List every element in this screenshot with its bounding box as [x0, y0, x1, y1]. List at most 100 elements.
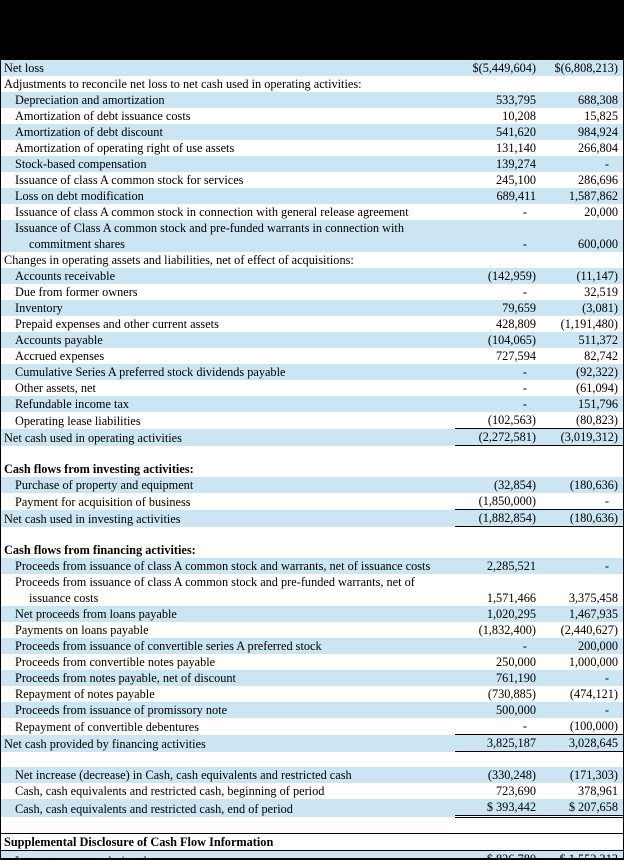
row-label: Net increase (decrease) in Cash, cash eq… — [15, 768, 352, 782]
amount-current-period: - — [522, 397, 527, 411]
row-label: Payment for acquisition of business — [15, 494, 191, 509]
amount-prior-period: 688,308 — [578, 93, 618, 107]
table-row: Refundable income tax - 151,796 — [1, 396, 623, 412]
table-row: Cash, cash equivalents and restricted ca… — [1, 783, 623, 799]
table-row: Net increase (decrease) in Cash, cash eq… — [1, 767, 623, 783]
amount-prior-period: 266,804 — [578, 141, 618, 155]
row-label: Operating lease liabilities — [15, 413, 141, 428]
row-label: Loss on debt modification — [15, 189, 144, 203]
table-row: Repayment of convertible debentures - (100… — [1, 718, 623, 735]
table-row: Cash, cash equivalents and restricted ca… — [1, 799, 623, 818]
amount-prior-period: (180,636) — [541, 509, 623, 527]
amount-prior-period — [541, 461, 623, 477]
table-row: Net cash used in investing activities (1,… — [1, 509, 623, 527]
spacer-row — [1, 527, 623, 543]
amount-prior-period: (180,636) — [569, 478, 618, 492]
amount-current-period: 2,285,521 — [486, 559, 536, 573]
amount-current-period: 500,000 — [496, 703, 536, 717]
row-label: Interest payments during the year — [1, 850, 455, 858]
amount-current-period: 541,620 — [496, 125, 536, 139]
row-label: Cumulative Series A preferred stock divi… — [15, 365, 286, 379]
table-row: Other assets, net - (61,094) — [1, 380, 623, 396]
row-label: Cash flows from financing activities: — [4, 543, 196, 557]
table-row: Inventory 79,659 (3,081) — [1, 300, 623, 316]
top-black-band — [1, 0, 623, 58]
spacer-row — [1, 446, 623, 462]
row-label: Net loss — [4, 61, 44, 75]
row-label: Proceeds from convertible notes payable — [15, 655, 216, 669]
table-row: Proceeds from convertible notes payable 2… — [1, 654, 623, 670]
amount-prior-period: 20,000 — [584, 205, 618, 219]
row-label: Proceeds from issuance of promissory not… — [15, 703, 228, 717]
amount-current-period: - — [455, 718, 541, 735]
amount-current-period: - — [522, 237, 527, 251]
row-label: Payments on loans payable — [15, 623, 149, 637]
amount-prior-period: (474,121) — [569, 687, 618, 701]
amount-current-period: (102,563) — [455, 412, 541, 429]
amount-current-period: - — [522, 365, 527, 379]
table-row: Net cash used in operating activities (2,… — [1, 428, 623, 446]
amount-current-period: 533,795 — [496, 93, 536, 107]
amount-prior-period: - — [604, 671, 609, 685]
table-row: Cash flows from financing activities: — [1, 542, 623, 558]
amount-prior-period: 151,796 — [578, 397, 618, 411]
amount-prior-period: 984,924 — [578, 125, 618, 139]
amount-current-period: 250,000 — [496, 655, 536, 669]
amount-prior-period: 82,742 — [584, 349, 618, 363]
row-label: Proceeds from issuance of convertible se… — [15, 639, 322, 653]
row-label: Issuance of Class A common stock and pre… — [15, 221, 404, 251]
amount-prior-period: (2,440,627) — [560, 623, 618, 637]
amount-current-period: 1,020,295 — [486, 607, 536, 621]
amount-prior-period: 1,587,862 — [568, 189, 618, 203]
amount-current-period: $(5,449,604) — [472, 61, 536, 75]
amount-prior-period: (100,000) — [541, 718, 623, 735]
amount-prior-period — [541, 252, 623, 268]
row-label: Inventory — [15, 301, 63, 315]
amount-prior-period: - — [541, 493, 623, 510]
amount-prior-period: 32,519 — [584, 285, 618, 299]
row-label: Amortization of debt discount — [15, 125, 163, 139]
amount-prior-period: (171,303) — [569, 768, 618, 782]
amount-prior-period: - — [604, 559, 609, 573]
table-row: Amortization of operating right of use a… — [1, 140, 623, 156]
row-label: Proceeds from issuance of class A common… — [15, 559, 431, 573]
amount-prior-period: $(6,808,213) — [554, 61, 618, 75]
amount-current-period: $ 826,780 — [455, 850, 541, 858]
table-row: Prepaid expenses and other current asset… — [1, 316, 623, 332]
table-row: Interest payments during the year$ 826,7… — [1, 850, 623, 858]
row-label: Cash, cash equivalents and restricted ca… — [15, 784, 325, 798]
table-row: Issuance of Class A common stock and pre… — [1, 220, 623, 252]
amount-prior-period: (80,823) — [541, 412, 623, 429]
amount-current-period: 428,809 — [496, 317, 536, 331]
row-label: Stock-based compensation — [15, 157, 147, 171]
amount-current-period: 10,208 — [502, 109, 536, 123]
amount-prior-period: 511,372 — [578, 333, 618, 347]
table-row: Operating lease liabilities (102,563) (80,… — [1, 412, 623, 429]
row-label: Net cash provided by financing activitie… — [4, 736, 206, 751]
amount-current-period: 727,594 — [496, 349, 536, 363]
amount-current-period: (1,882,854) — [455, 509, 541, 527]
amount-prior-period: (3,081) — [582, 301, 618, 315]
amount-prior-period: (11,147) — [576, 269, 618, 283]
row-label: Net cash used in operating activities — [4, 430, 182, 445]
table-row: Net loss $(5,449,604) $(6,808,213) — [1, 59, 623, 76]
amount-current-period: - — [522, 639, 527, 653]
amount-current-period — [455, 252, 541, 268]
amount-prior-period: 378,961 — [578, 784, 618, 798]
table-row: Amortization of debt issuance costs 10,20… — [1, 108, 623, 124]
table-row: Purchase of property and equipment (32,85… — [1, 477, 623, 493]
amount-current-period: (2,272,581) — [455, 428, 541, 446]
table-row: Net proceeds from loans payable 1,020,295… — [1, 606, 623, 622]
cash-flow-table: Net loss $(5,449,604) $(6,808,213) Adjustme… — [1, 58, 623, 858]
row-label: Proceeds from issuance of class A common… — [15, 575, 415, 605]
amount-current-period: (730,885) — [487, 687, 536, 701]
table-row: Issuance of class A common stock in conn… — [1, 204, 623, 220]
table-row: Stock-based compensation 139,274 - — [1, 156, 623, 172]
amount-prior-period: 286,696 — [578, 173, 618, 187]
amount-prior-period: - — [604, 703, 609, 717]
row-label: Changes in operating assets and liabilit… — [4, 253, 354, 267]
table-row: Accrued expenses 727,594 82,742 — [1, 348, 623, 364]
amount-current-period — [455, 542, 541, 558]
row-label: Cash, cash equivalents and restricted ca… — [15, 801, 293, 816]
